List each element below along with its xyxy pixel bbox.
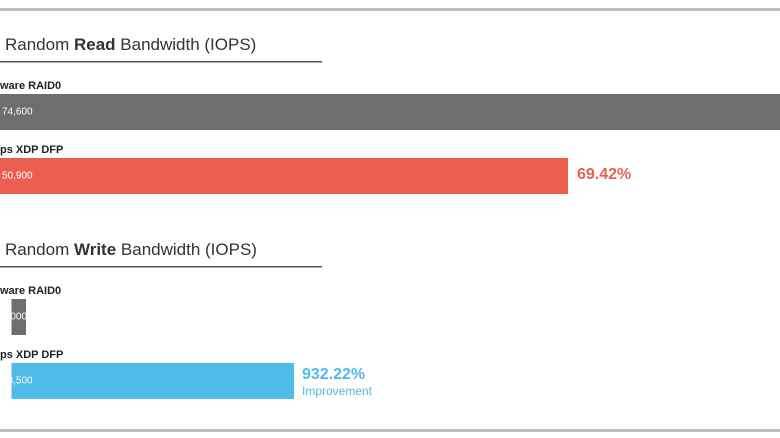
bar <box>0 158 568 194</box>
title-underline <box>0 61 322 63</box>
value-label: 50,900 <box>2 171 33 182</box>
chart-title: Random Read Bandwidth (IOPS) <box>5 35 256 54</box>
title-underline <box>0 266 322 268</box>
title-part: Bandwidth (IOPS) <box>116 240 257 259</box>
annotation: 932.22% <box>302 366 365 383</box>
annotation-note: Improvement <box>302 384 373 398</box>
bar <box>0 94 780 130</box>
annotation: 69.42% <box>577 166 631 183</box>
value-label: 74,600 <box>2 107 33 118</box>
category-label: ware RAID0 <box>0 285 61 297</box>
title-part: Write <box>74 240 116 259</box>
value-label: 3,000 <box>2 312 27 323</box>
top-rule <box>0 8 780 11</box>
category-label: ps XDP DFP <box>0 144 63 156</box>
title-part: Read <box>74 35 116 54</box>
bar <box>11 363 294 399</box>
value-label: 58,500 <box>2 376 33 387</box>
title-part: Random <box>5 240 74 259</box>
category-label: ware RAID0 <box>0 80 61 92</box>
chart-title: Random Write Bandwidth (IOPS) <box>5 240 257 259</box>
title-part: Random <box>5 35 74 54</box>
category-label: ps XDP DFP <box>0 349 63 361</box>
bar <box>11 299 26 335</box>
title-part: Bandwidth (IOPS) <box>116 35 257 54</box>
bottom-rule <box>0 429 780 432</box>
